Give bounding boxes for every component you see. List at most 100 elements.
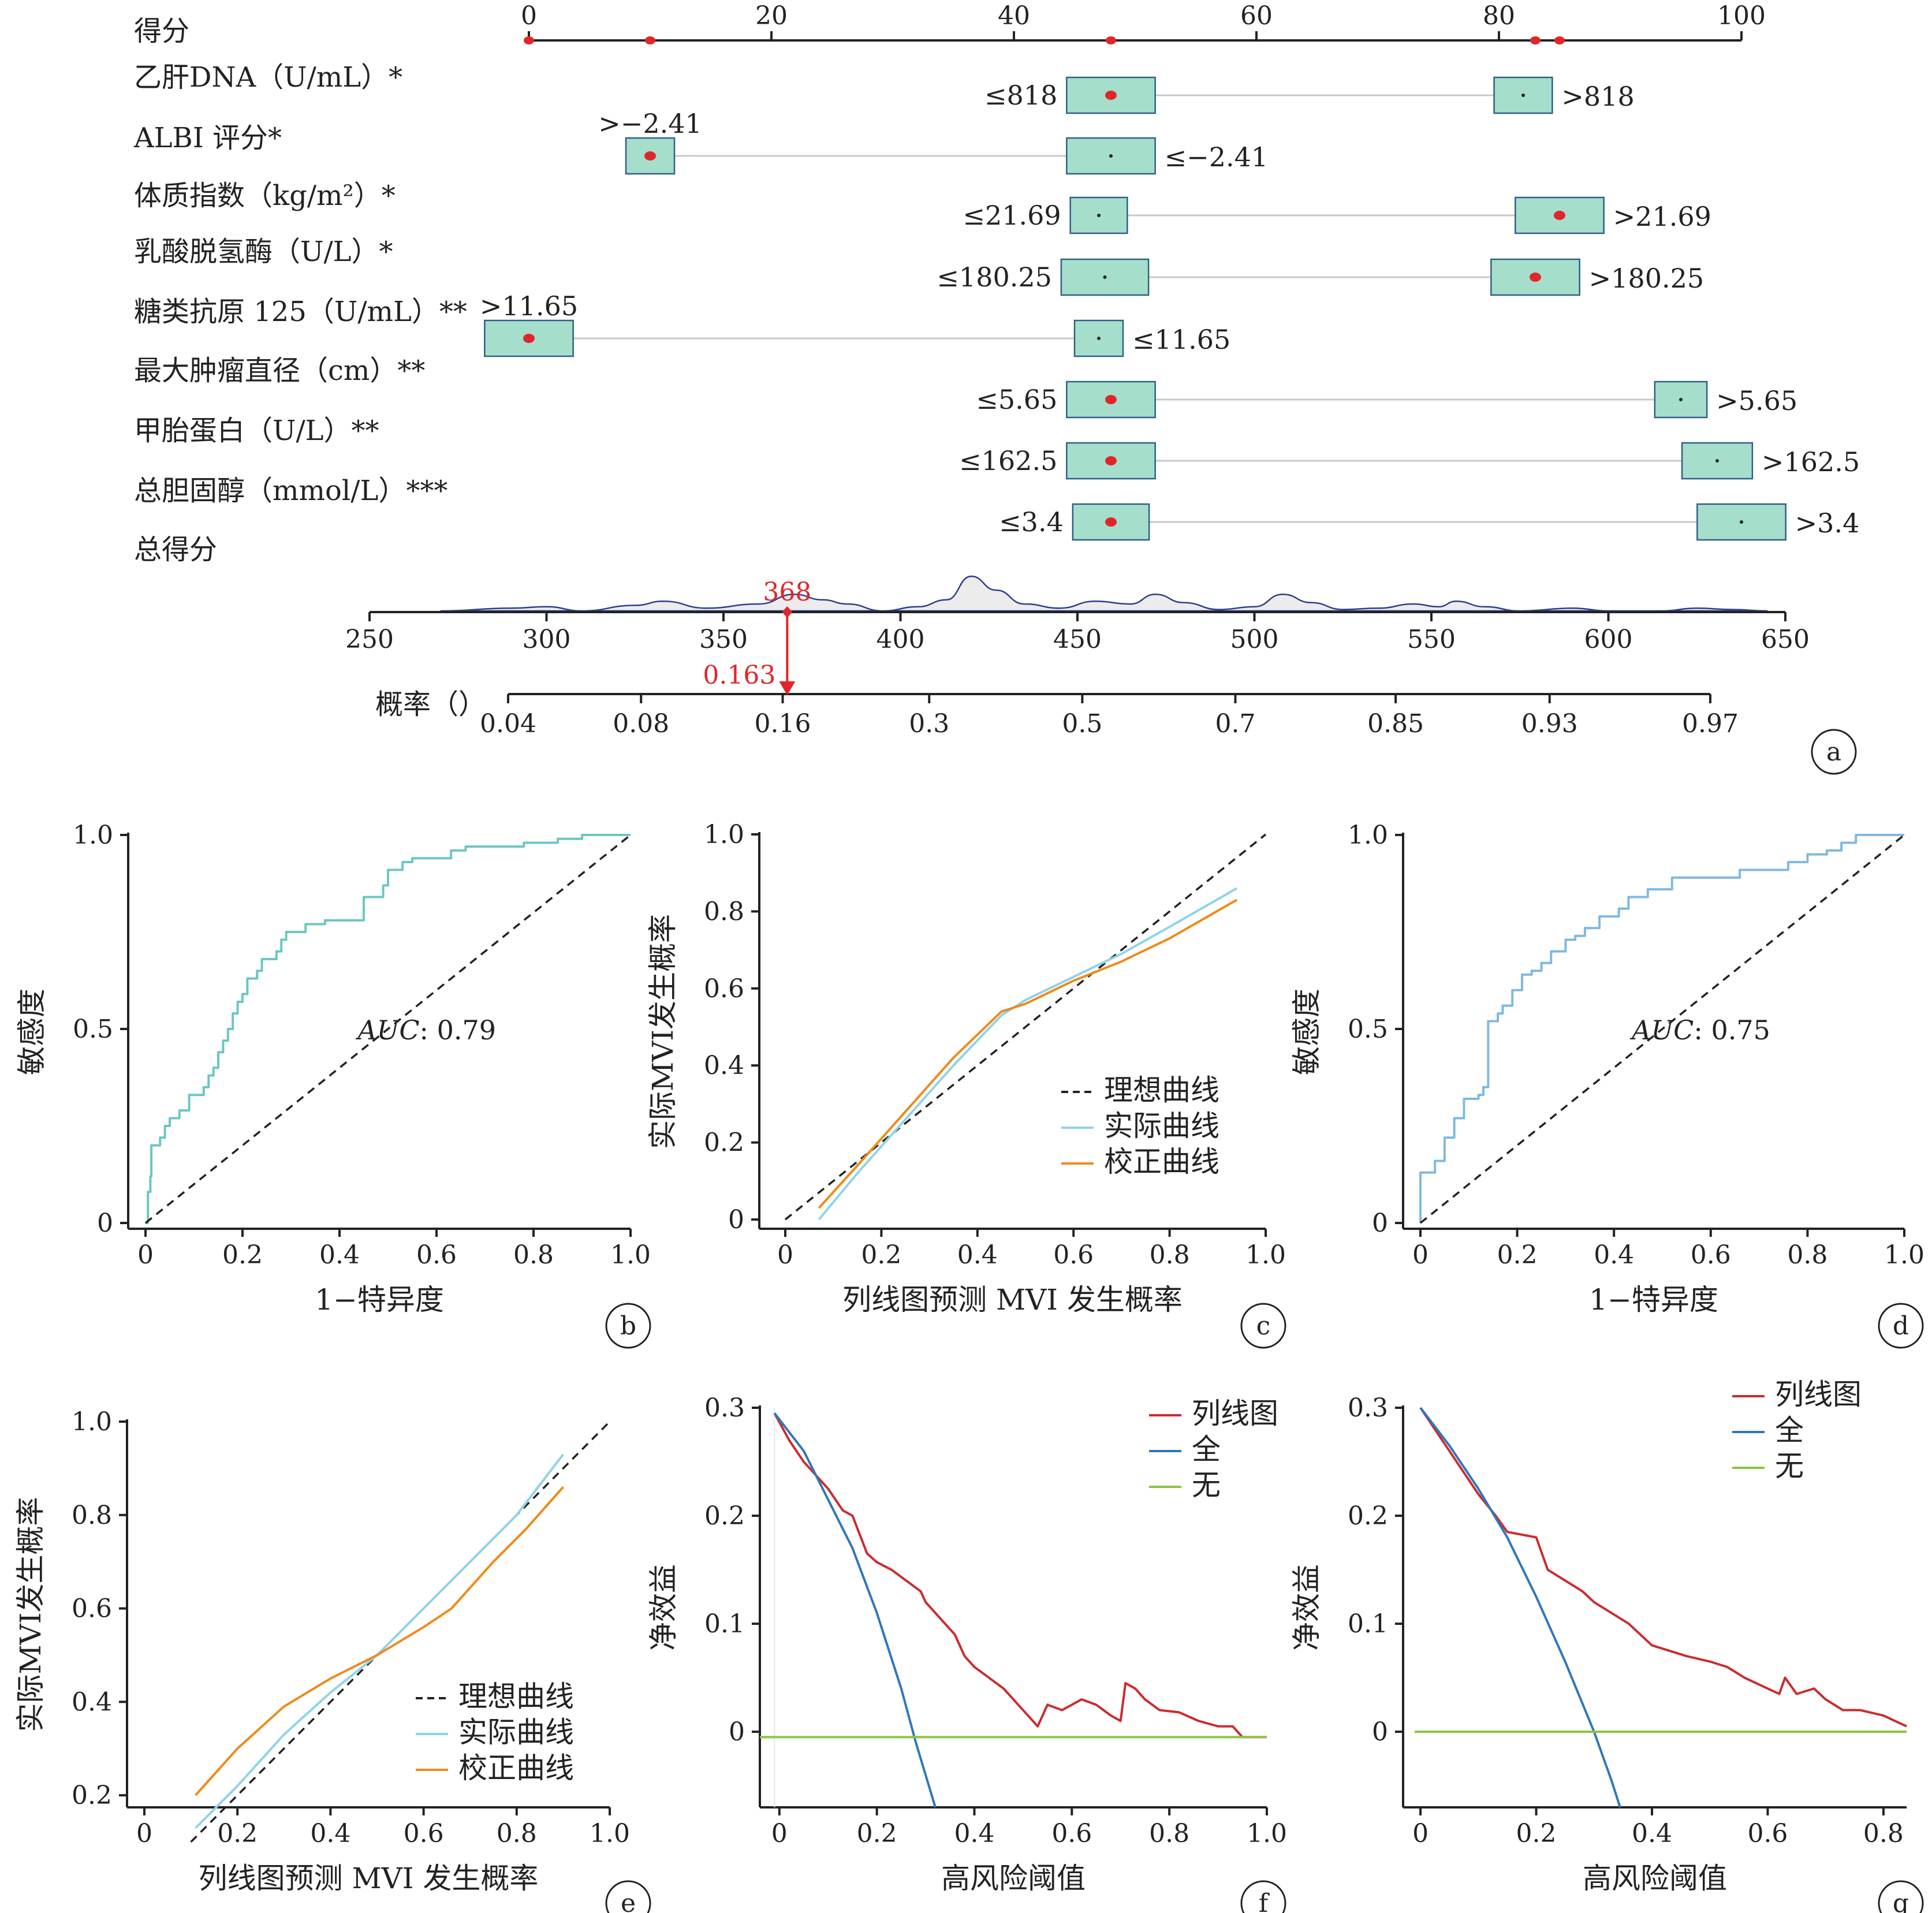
level-label: ≤3.4 bbox=[999, 506, 1064, 538]
x-tick-label: 1.0 bbox=[1245, 1240, 1286, 1270]
y-axis-title: 实际MVI发生概率 bbox=[14, 1497, 47, 1732]
y-axis-title: 净效益 bbox=[647, 1564, 680, 1651]
level-label: ≤5.65 bbox=[976, 384, 1057, 415]
level-label: ≤162.5 bbox=[959, 445, 1057, 476]
x-axis-title: 高风险阈值 bbox=[1583, 1862, 1727, 1895]
points-axis-marker bbox=[645, 36, 655, 44]
y-tick-label: 0.5 bbox=[73, 1015, 113, 1044]
x-tick-label: 0.2 bbox=[222, 1240, 263, 1270]
y-tick-label: 0.3 bbox=[704, 1393, 745, 1423]
indicator-arrow bbox=[779, 681, 796, 695]
probability-value: 0.163 bbox=[703, 661, 775, 690]
y-tick-label: 0.4 bbox=[72, 1687, 112, 1717]
total-points-tick-label: 400 bbox=[877, 625, 925, 654]
legend-label: 无 bbox=[1192, 1468, 1221, 1502]
y-tick-label: 0 bbox=[1372, 1717, 1388, 1747]
total-points-tick-label: 650 bbox=[1761, 625, 1810, 654]
level-label: >11.65 bbox=[480, 290, 578, 322]
level-label: ≤11.65 bbox=[1132, 324, 1230, 355]
level-label: ≤21.69 bbox=[963, 200, 1061, 231]
y-tick-label: 0.6 bbox=[704, 974, 744, 1004]
x-tick-label: 0.6 bbox=[416, 1240, 457, 1270]
points-axis-marker bbox=[524, 36, 534, 44]
x-tick-label: 0.6 bbox=[404, 1819, 444, 1848]
legend-label: 实际曲线 bbox=[458, 1716, 574, 1749]
selected-level-marker bbox=[1530, 273, 1541, 282]
auc-annotation: AUC: 0.75 bbox=[1629, 1015, 1770, 1046]
series-line bbox=[773, 1412, 1267, 1739]
points-axis-tick-label: 60 bbox=[1240, 1, 1273, 31]
y-tick-label: 0.2 bbox=[1348, 1501, 1388, 1531]
level-label: >21.69 bbox=[1613, 201, 1711, 232]
panel-tag-circle bbox=[1811, 729, 1857, 775]
level-label: >162.5 bbox=[1762, 446, 1860, 478]
total-points-tick-label: 550 bbox=[1407, 625, 1456, 654]
auc-name: AUC bbox=[1629, 1015, 1694, 1046]
x-axis-title: 1−特异度 bbox=[1589, 1283, 1718, 1317]
level-center-dot bbox=[1109, 154, 1113, 158]
legend-label: 理想曲线 bbox=[1104, 1073, 1219, 1107]
y-tick-label: 0 bbox=[97, 1209, 113, 1238]
y-tick-label: 1.0 bbox=[704, 820, 744, 849]
variable-label: 甲胎蛋白（U/L）** bbox=[134, 415, 379, 447]
y-tick-label: 0 bbox=[729, 1717, 745, 1747]
panel-tag: b bbox=[620, 1311, 636, 1341]
x-tick-label: 0.6 bbox=[1051, 1819, 1092, 1848]
x-tick-label: 1.0 bbox=[1884, 1240, 1924, 1270]
total-points-tick-label: 250 bbox=[345, 625, 394, 654]
level-label: ≤−2.41 bbox=[1165, 141, 1269, 173]
auc-name: AUC bbox=[355, 1015, 419, 1046]
x-tick-label: 0.8 bbox=[497, 1819, 537, 1848]
points-axis-label: 得分 bbox=[134, 15, 189, 47]
x-axis-title: 列线图预测 MVI 发生概率 bbox=[842, 1283, 1183, 1317]
x-tick-label: 0.8 bbox=[1787, 1240, 1827, 1270]
roc-panel-b: 0 0.2 0.4 0.6 0.8 1.0 0 0.5 1.0 1−特异度 敏感度 AUC: 0.79… bbox=[15, 821, 651, 1349]
level-center-dot bbox=[1740, 520, 1743, 524]
variable-label: 糖类抗原 125（U/mL）** bbox=[134, 296, 467, 328]
y-tick-label: 0.2 bbox=[704, 1128, 744, 1158]
x-tick-label: 0.4 bbox=[954, 1819, 994, 1848]
panel-tag: d bbox=[1893, 1311, 1909, 1341]
variable-label: 乳酸脱氢酶（U/L）* bbox=[134, 236, 393, 268]
level-label: >3.4 bbox=[1795, 508, 1860, 539]
y-tick-label: 0.5 bbox=[1348, 1015, 1388, 1044]
y-tick-label: 1.0 bbox=[1348, 821, 1388, 850]
y-tick-label: 0.8 bbox=[72, 1501, 112, 1530]
level-center-dot bbox=[1097, 214, 1101, 217]
variable-label: 总胆固醇（mmol/L）*** bbox=[134, 475, 447, 507]
series-line bbox=[195, 1486, 564, 1796]
x-tick-label: 0.4 bbox=[957, 1240, 998, 1270]
points-axis-marker bbox=[1554, 36, 1565, 44]
x-tick-label: 0.2 bbox=[857, 1819, 897, 1848]
probability-axis-label: 概率（） bbox=[375, 688, 486, 721]
legend-label: 校正曲线 bbox=[1104, 1145, 1219, 1179]
x-axis-title: 1−特异度 bbox=[315, 1283, 444, 1317]
total-points-tick-label: 600 bbox=[1584, 625, 1633, 654]
y-axis-title: 净效益 bbox=[1290, 1564, 1323, 1651]
probability-tick-label: 0.7 bbox=[1215, 709, 1255, 739]
points-axis-tick-label: 0 bbox=[521, 1, 537, 31]
panel-tag-circle bbox=[605, 1880, 651, 1913]
level-center-dot bbox=[1679, 398, 1683, 401]
x-tick-label: 0 bbox=[1412, 1819, 1429, 1848]
points-axis-marker bbox=[1530, 36, 1541, 44]
points-axis-tick-label: 100 bbox=[1717, 1, 1766, 31]
level-box bbox=[1066, 381, 1156, 419]
x-tick-label: 0.6 bbox=[1053, 1240, 1094, 1270]
level-center-dot bbox=[1715, 459, 1719, 463]
x-axis-title: 高风险阈值 bbox=[941, 1862, 1086, 1895]
nomogram-panel: 得分 0 20 40 60 80 100 乙肝DNA（U/mL）* ≤818 >818 ALBI 评… bbox=[133, 1, 1860, 775]
level-center-dot bbox=[1097, 337, 1101, 340]
total-score-marker bbox=[782, 606, 793, 618]
x-axis-title: 列线图预测 MVI 发生概率 bbox=[199, 1862, 539, 1895]
panel-tag-circle bbox=[1240, 1303, 1286, 1349]
level-box bbox=[1060, 258, 1150, 296]
y-tick-label: 0.1 bbox=[704, 1609, 745, 1639]
x-tick-label: 0.4 bbox=[310, 1819, 350, 1848]
series-line bbox=[773, 1412, 937, 1808]
x-tick-label: 0 bbox=[771, 1819, 788, 1848]
roc-curve bbox=[146, 834, 631, 1224]
y-tick-label: 0.2 bbox=[704, 1501, 745, 1531]
panel-tag: a bbox=[1826, 737, 1841, 767]
